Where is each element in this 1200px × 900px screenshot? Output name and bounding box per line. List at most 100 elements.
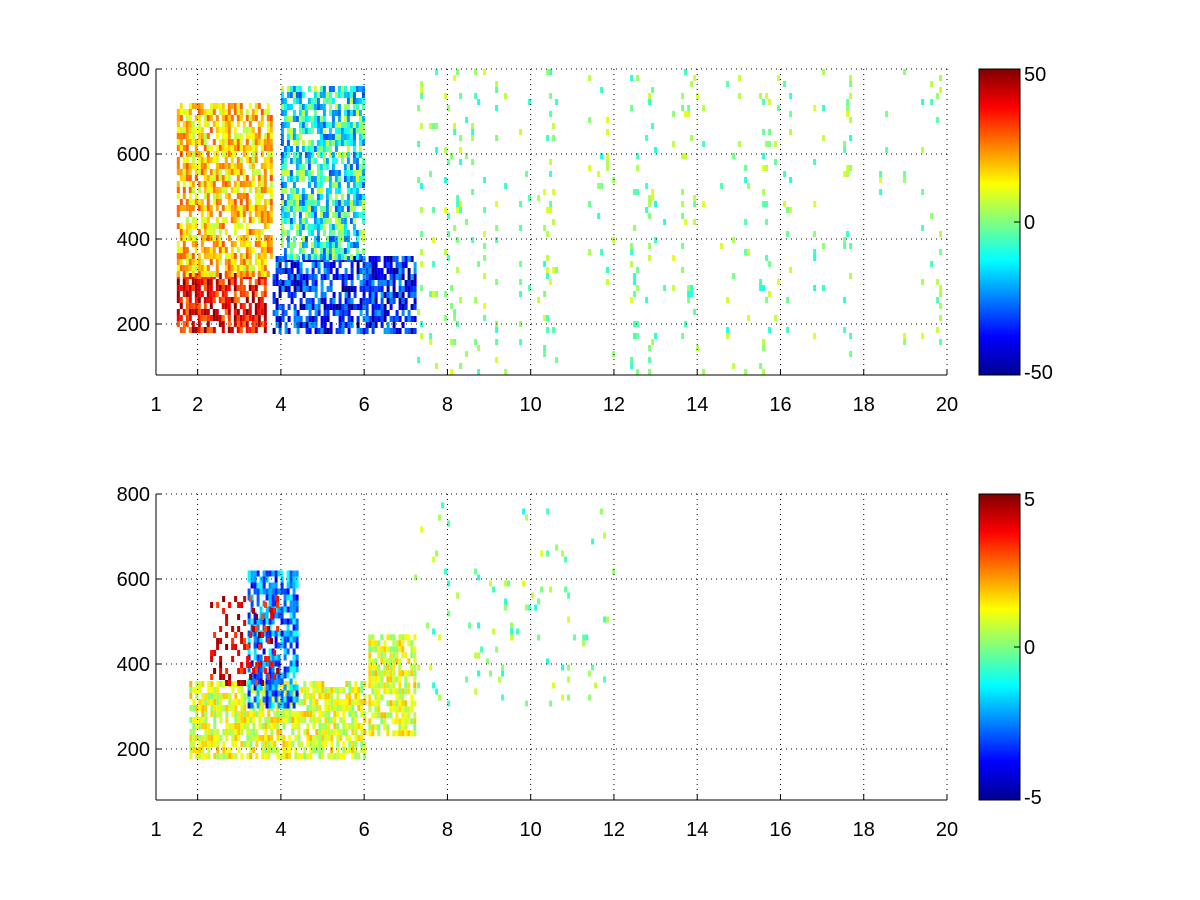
heat-cell xyxy=(195,747,199,753)
heat-cell xyxy=(231,753,235,759)
heat-cell xyxy=(308,310,312,316)
heat-cell xyxy=(309,753,313,759)
heat-cell xyxy=(227,193,231,199)
heat-cell xyxy=(295,576,299,583)
heat-cell xyxy=(203,327,207,333)
heat-cell xyxy=(227,103,231,109)
heat-cell xyxy=(303,693,307,699)
heat-cell xyxy=(298,116,302,122)
heat-cell xyxy=(209,205,213,211)
heat-cell xyxy=(176,193,180,199)
heat-cell xyxy=(292,182,296,188)
heat-cell xyxy=(216,729,220,735)
heat-cell xyxy=(435,550,439,557)
heat-cell xyxy=(331,212,335,218)
heat-cell xyxy=(346,194,350,200)
heat-cell xyxy=(176,321,180,327)
heat-cell xyxy=(310,206,314,212)
heat-cell xyxy=(246,723,250,729)
heat-cell xyxy=(348,699,352,705)
heat-cell xyxy=(319,104,323,110)
heat-cell xyxy=(218,241,222,247)
heat-cell xyxy=(361,122,365,128)
heat-cell xyxy=(263,163,267,169)
heat-cell xyxy=(371,286,375,292)
heat-cell xyxy=(588,694,592,701)
heat-cell xyxy=(218,109,222,115)
heat-cell xyxy=(768,291,772,297)
heat-cell xyxy=(549,700,553,707)
heat-cell xyxy=(342,687,346,693)
heat-cell xyxy=(268,648,272,655)
heat-cell xyxy=(194,285,198,291)
heat-cell xyxy=(306,687,310,693)
heat-cell xyxy=(188,199,192,205)
heat-cell xyxy=(233,151,237,157)
heat-cell xyxy=(280,206,284,212)
heat-cell xyxy=(251,139,255,145)
heat-cell xyxy=(230,115,234,121)
heat-cell xyxy=(432,237,436,243)
heat-cell xyxy=(257,235,261,241)
heat-cell xyxy=(260,181,264,187)
heat-cell xyxy=(374,676,378,683)
heat-cell xyxy=(210,687,214,693)
heat-cell xyxy=(253,570,257,577)
heat-cell xyxy=(215,121,219,127)
heat-cell xyxy=(248,205,252,211)
heat-cell xyxy=(327,711,331,717)
heat-cell xyxy=(200,271,204,277)
heat-cell xyxy=(328,92,332,98)
heat-cell xyxy=(242,145,246,151)
heat-cell xyxy=(280,92,284,98)
heat-cell xyxy=(337,206,341,212)
heat-cell xyxy=(316,254,320,260)
heat-cell xyxy=(365,316,369,322)
heat-cell xyxy=(194,169,198,175)
heat-cell xyxy=(239,265,243,271)
heat-cell xyxy=(765,201,769,207)
heat-cell xyxy=(304,242,308,248)
heat-cell xyxy=(263,139,267,145)
heat-cell xyxy=(280,612,284,619)
heat-cell xyxy=(212,309,216,315)
heat-cell xyxy=(239,271,243,277)
heat-cell xyxy=(334,110,338,116)
heat-cell xyxy=(250,600,254,607)
heat-cell xyxy=(305,316,309,322)
heat-cell xyxy=(194,297,198,303)
heat-cell xyxy=(310,122,314,128)
heat-cell xyxy=(267,656,271,662)
heat-cell xyxy=(600,249,604,255)
heat-cell xyxy=(233,163,237,169)
heat-cell xyxy=(307,116,311,122)
heat-cell xyxy=(368,256,372,262)
heat-cell xyxy=(258,711,262,717)
heat-cell xyxy=(456,267,460,273)
heat-cell xyxy=(371,634,375,641)
heat-cell xyxy=(266,115,270,121)
heat-cell xyxy=(324,711,328,717)
heat-cell xyxy=(355,254,359,260)
heat-cell xyxy=(298,122,302,128)
heat-cell xyxy=(319,206,323,212)
heat-cell xyxy=(543,345,547,351)
heat-cell xyxy=(300,687,304,693)
heat-cell xyxy=(360,741,364,747)
heat-cell xyxy=(334,194,338,200)
heat-cell xyxy=(319,146,323,152)
heat-cell xyxy=(334,140,338,146)
heat-cell xyxy=(349,110,353,116)
heat-cell xyxy=(233,315,237,321)
heat-cell xyxy=(380,712,384,719)
heat-cell xyxy=(313,200,317,206)
heat-cell xyxy=(903,177,907,183)
heat-cell xyxy=(645,183,649,189)
heat-cell xyxy=(289,104,293,110)
heat-cell xyxy=(288,711,292,717)
heat-cell xyxy=(246,717,250,723)
heat-cell xyxy=(306,711,310,717)
heat-cell xyxy=(200,279,204,285)
heat-cell xyxy=(194,309,198,315)
heat-cell xyxy=(259,588,263,595)
